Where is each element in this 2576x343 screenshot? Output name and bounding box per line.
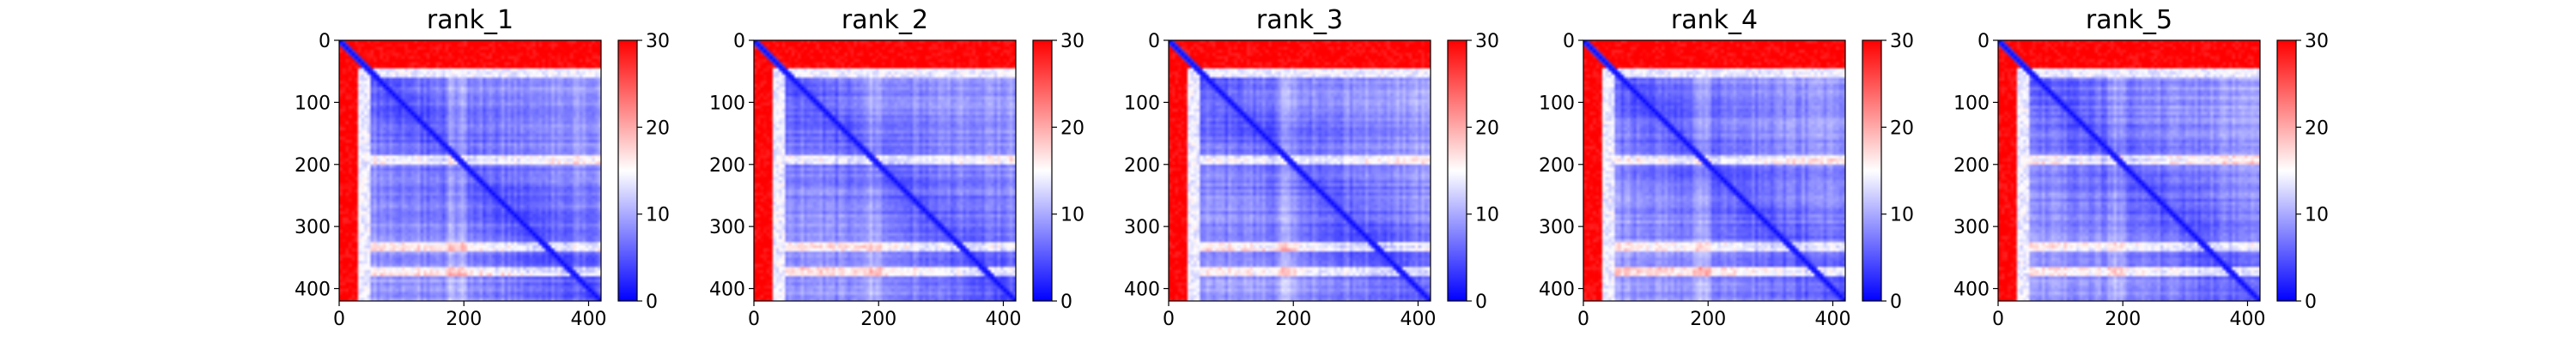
y-tick-label: 0 (1563, 31, 1575, 52)
colorbar (2276, 39, 2297, 302)
chart-title: rank_2 (841, 5, 928, 35)
colorbar (1862, 39, 1882, 302)
y-tick-label: 400 (709, 280, 745, 301)
x-tick-label: 0 (1163, 309, 1175, 330)
x-tick-label: 0 (1992, 309, 2004, 330)
colorbar-tick-label: 0 (2305, 292, 2317, 313)
y-tick-label: 400 (295, 280, 331, 301)
y-tick-label: 100 (1124, 93, 1160, 114)
x-tick-label: 200 (1690, 309, 1726, 330)
y-tick-label: 0 (319, 31, 331, 52)
y-tick-label: 100 (1539, 93, 1575, 114)
chart-title: rank_4 (1671, 5, 1758, 35)
y-tick-label: 100 (709, 93, 745, 114)
colorbar-tick-label: 20 (1475, 117, 1499, 139)
x-tick-label: 400 (2229, 309, 2265, 330)
plot-frame (753, 39, 1017, 302)
x-tick-label: 200 (446, 309, 482, 330)
colorbar-tick-label: 0 (1890, 292, 1902, 313)
colorbar-tick-label: 0 (646, 292, 658, 313)
y-tick-label: 0 (1978, 31, 1990, 52)
colorbar-tick-label: 20 (2305, 117, 2329, 139)
x-tick-label: 400 (1400, 309, 1436, 330)
colorbar-tick-label: 10 (2305, 205, 2329, 226)
x-tick-label: 200 (860, 309, 896, 330)
x-tick-label: 400 (1814, 309, 1850, 330)
colorbar-tick-label: 10 (1475, 205, 1499, 226)
y-tick-label: 300 (295, 217, 331, 238)
x-tick-label: 400 (985, 309, 1021, 330)
x-tick-label: 200 (2105, 309, 2141, 330)
x-tick-label: 200 (1275, 309, 1311, 330)
y-tick-label: 200 (1539, 155, 1575, 177)
x-tick-label: 0 (748, 309, 760, 330)
chart-title: rank_5 (2086, 5, 2172, 35)
heatmap-image (754, 40, 1016, 301)
x-tick-label: 0 (333, 309, 345, 330)
colorbar (1032, 39, 1053, 302)
y-tick-label: 0 (1148, 31, 1160, 52)
colorbar-tick-label: 20 (1060, 117, 1084, 139)
colorbar-tick-label: 20 (646, 117, 670, 139)
colorbar-tick-label: 20 (1890, 117, 1914, 139)
y-tick-label: 100 (1953, 93, 1990, 114)
plot-frame (1168, 39, 1431, 302)
chart-title: rank_1 (427, 5, 513, 35)
y-tick-label: 300 (1124, 217, 1160, 238)
chart-title: rank_3 (1256, 5, 1343, 35)
plot-frame (1583, 39, 1846, 302)
y-tick-label: 400 (1953, 280, 1990, 301)
colorbar-tick-label: 10 (1060, 205, 1084, 226)
y-tick-label: 0 (733, 31, 745, 52)
plot-frame (338, 39, 602, 302)
colorbar-tick-label: 30 (1475, 31, 1499, 52)
colorbar-tick-label: 30 (1060, 31, 1084, 52)
y-tick-label: 200 (1953, 155, 1990, 177)
colorbar-tick-label: 0 (1060, 292, 1072, 313)
y-tick-label: 100 (295, 93, 331, 114)
heatmap-image (339, 40, 601, 301)
heatmap-image (1998, 40, 2260, 301)
x-tick-label: 400 (570, 309, 606, 330)
heatmap-image (1169, 40, 1431, 301)
y-tick-label: 200 (295, 155, 331, 177)
colorbar-tick-label: 30 (1890, 31, 1914, 52)
colorbar (1447, 39, 1467, 302)
y-tick-label: 300 (709, 217, 745, 238)
colorbar-tick-label: 30 (2305, 31, 2329, 52)
y-tick-label: 300 (1953, 217, 1990, 238)
colorbar-tick-label: 0 (1475, 292, 1487, 313)
y-tick-label: 200 (709, 155, 745, 177)
heatmap-image (1583, 40, 1845, 301)
colorbar (617, 39, 638, 302)
y-tick-label: 200 (1124, 155, 1160, 177)
colorbar-tick-label: 30 (646, 31, 670, 52)
y-tick-label: 400 (1539, 280, 1575, 301)
y-tick-label: 400 (1124, 280, 1160, 301)
colorbar-tick-label: 10 (1890, 205, 1914, 226)
x-tick-label: 0 (1577, 309, 1589, 330)
plot-frame (1997, 39, 2261, 302)
colorbar-tick-label: 10 (646, 205, 670, 226)
y-tick-label: 300 (1539, 217, 1575, 238)
